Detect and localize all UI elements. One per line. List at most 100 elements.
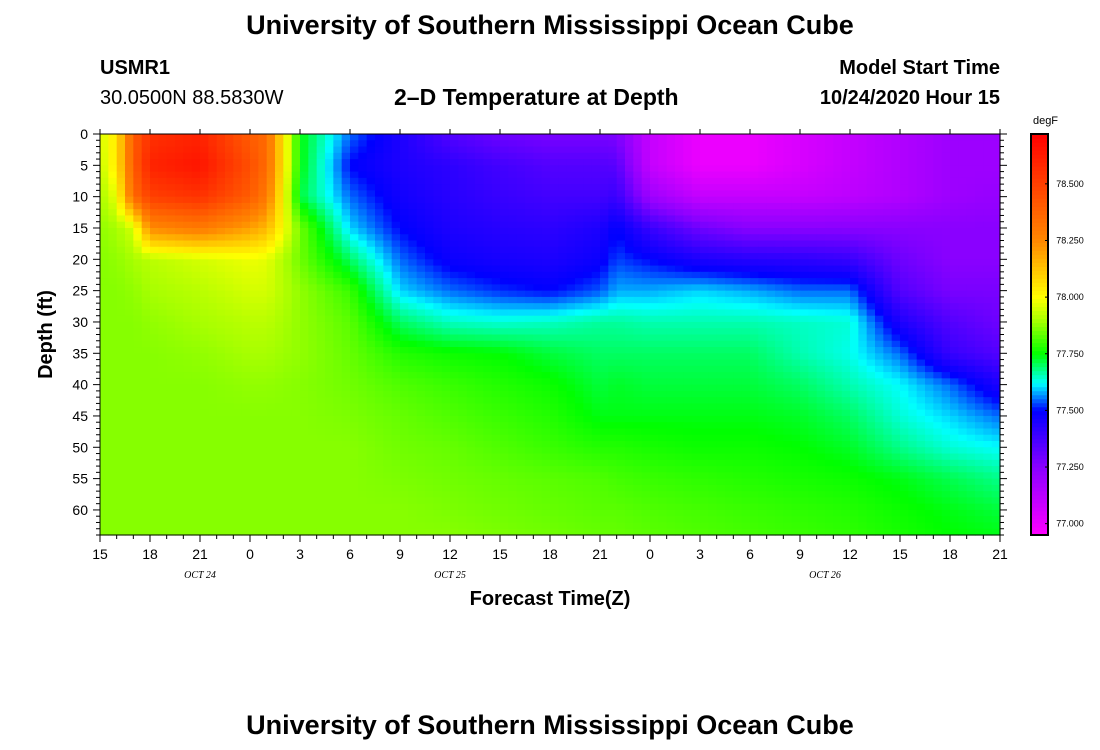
heatmap-cell [125, 215, 134, 223]
heatmap-cell [633, 409, 643, 417]
heatmap-cell [900, 290, 909, 298]
heatmap-cell [741, 390, 751, 398]
heatmap-cell [150, 296, 159, 304]
heatmap-cell [758, 171, 768, 179]
heatmap-cell [516, 334, 526, 342]
heatmap-cell [525, 390, 534, 398]
heatmap-cell [216, 415, 226, 423]
heatmap-cell [966, 171, 976, 179]
heatmap-cell [616, 140, 626, 148]
heatmap-cell [325, 303, 334, 311]
heatmap-cell [966, 334, 976, 342]
heatmap-cell [841, 259, 851, 267]
heatmap-cell [766, 390, 776, 398]
heatmap-cell [900, 159, 909, 166]
heatmap-cell [366, 152, 376, 160]
heatmap-cell [791, 347, 801, 354]
heatmap-cell [991, 196, 1001, 204]
heatmap-cell [616, 340, 626, 348]
heatmap-cell [991, 140, 1001, 148]
heatmap-cell [525, 259, 534, 267]
heatmap-cell [975, 334, 984, 342]
heatmap-cell [416, 146, 426, 154]
heatmap-cell [266, 359, 276, 367]
heatmap-cell [450, 146, 459, 154]
heatmap-cell [825, 403, 834, 411]
heatmap-cell [533, 378, 543, 386]
heatmap-cell [216, 409, 226, 417]
heatmap-cell [666, 227, 676, 235]
heatmap-cell [100, 234, 109, 242]
heatmap-cell [108, 215, 118, 223]
heatmap-cell [991, 271, 1001, 279]
heatmap-cell [741, 146, 751, 154]
heatmap-cell [958, 315, 968, 323]
heatmap-cell [616, 259, 626, 267]
heatmap-cell [683, 409, 693, 417]
heatmap-cell [891, 171, 901, 179]
heatmap-cell [533, 328, 543, 336]
heatmap-cell [325, 328, 334, 336]
heatmap-cell [791, 378, 801, 386]
heatmap-cell [108, 246, 118, 254]
heatmap-cell [433, 278, 443, 285]
heatmap-cell [966, 190, 976, 198]
heatmap-cell [433, 284, 443, 292]
heatmap-cell [758, 159, 768, 166]
heatmap-cell [900, 415, 909, 423]
heatmap-cell [808, 209, 818, 217]
heatmap-cell [691, 221, 701, 229]
heatmap-cell [833, 328, 843, 336]
heatmap-cell [750, 328, 759, 336]
heatmap-cell [516, 384, 526, 392]
heatmap-cell [475, 196, 484, 204]
heatmap-cell [358, 234, 368, 242]
heatmap-cell [825, 365, 834, 373]
heatmap-cell [125, 296, 134, 304]
heatmap-cell [558, 159, 568, 166]
heatmap-cell [575, 271, 584, 279]
heatmap-cell [658, 334, 668, 342]
heatmap-cell [483, 259, 493, 267]
heatmap-cell [783, 365, 793, 373]
heatmap-cell [241, 140, 251, 148]
station-coordinates: 30.0500N 88.5830W [100, 87, 284, 109]
heatmap-cell [650, 221, 659, 229]
heatmap-cell [716, 234, 726, 242]
heatmap-cell [100, 296, 109, 304]
heatmap-cell [300, 296, 309, 304]
heatmap-cell [900, 253, 909, 260]
heatmap-cell [591, 278, 601, 285]
heatmap-cell [508, 315, 518, 323]
heatmap-cell [391, 328, 401, 336]
heatmap-cell [833, 315, 843, 323]
heatmap-cell [483, 378, 493, 386]
heatmap-cell [316, 334, 326, 342]
heatmap-cell [616, 309, 626, 317]
heatmap-cell [725, 372, 734, 379]
heatmap-cell [433, 215, 443, 223]
heatmap-cell [891, 215, 901, 223]
heatmap-cell [341, 271, 351, 279]
heatmap-cell [666, 265, 676, 273]
heatmap-cell [750, 353, 759, 361]
heatmap-cell [975, 246, 984, 254]
heatmap-cell [391, 265, 401, 273]
heatmap-cell [350, 359, 359, 367]
heatmap-cell [858, 390, 868, 398]
heatmap-cell [383, 321, 393, 329]
heatmap-cell [750, 340, 759, 348]
heatmap-cell [175, 278, 184, 285]
heatmap-cell [358, 209, 368, 217]
heatmap-cell [766, 328, 776, 336]
heatmap-cell [825, 372, 834, 379]
heatmap-cell [933, 353, 943, 361]
heatmap-cell [925, 227, 934, 235]
heatmap-cell [333, 372, 343, 379]
heatmap-cell [508, 328, 518, 336]
heatmap-cell [733, 309, 743, 317]
heatmap-cell [608, 209, 618, 217]
heatmap-cell [883, 202, 893, 210]
heatmap-cell [333, 347, 343, 354]
heatmap-cell [808, 253, 818, 260]
